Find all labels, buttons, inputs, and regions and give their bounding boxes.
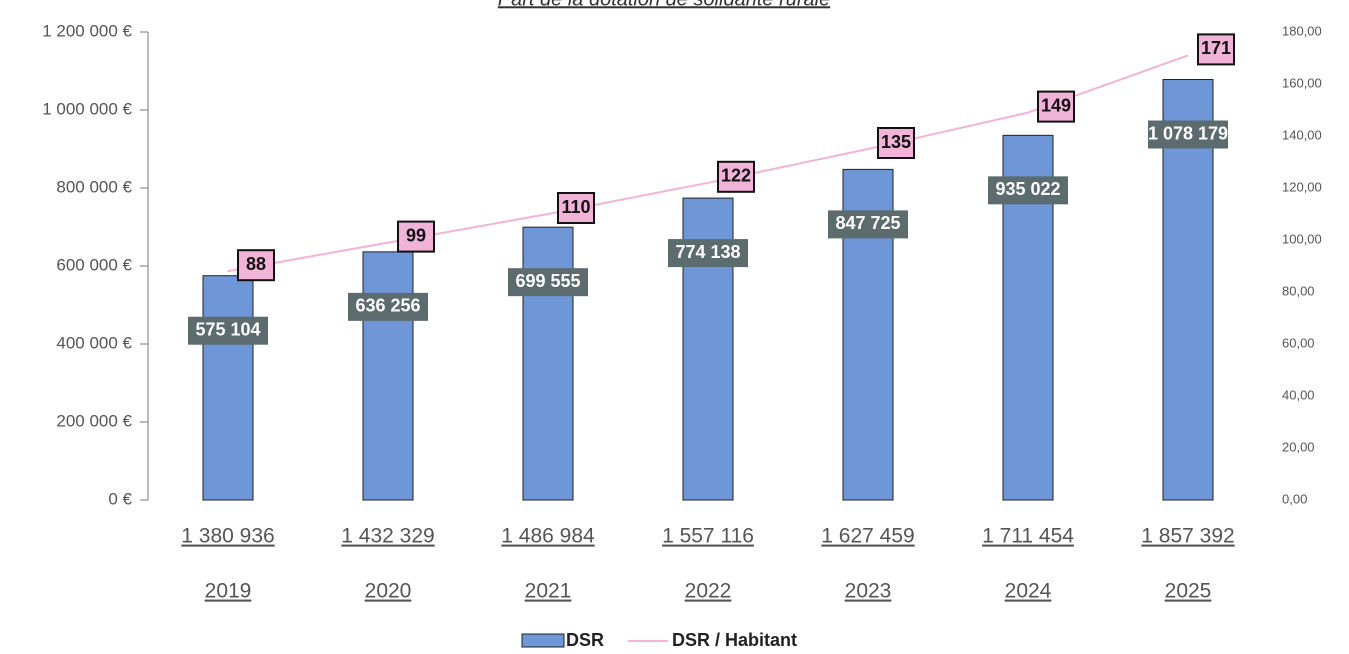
data-label: 847 725 [835,213,900,233]
y2-tick-label: 100,00 [1282,231,1322,246]
data-label: 88 [246,254,266,274]
data-label-box [188,316,268,345]
y2-tick-label: 80,00 [1282,283,1315,298]
data-label-box [717,160,755,193]
data-label: 135 [881,132,911,152]
data-label-box [1197,33,1235,66]
y-tick-label: 1 000 000 € [42,99,132,118]
data-label-box [668,239,748,268]
x-tick-label: 2024 [1005,580,1052,603]
data-label: 110 [561,197,590,217]
x-tick-label: 1 857 392 [1141,525,1234,548]
data-label: 122 [721,166,751,186]
x-tick-label: 2023 [845,580,892,603]
x-tick-label: 1 486 984 [501,525,595,548]
line [227,54,1189,273]
data-label-box [397,220,435,253]
bar [362,251,414,501]
y-tick-label: 400 000 € [56,333,132,352]
y-tick-label: 200 000 € [56,411,132,430]
legend-swatch [521,633,565,648]
y-tick-label: 0 € [108,489,132,508]
data-label-box [877,127,915,159]
data-label: 1 078 179 [1148,123,1228,143]
x-tick-label: 2022 [685,580,732,603]
x-tick-label: 1 557 116 [662,525,754,548]
data-label-box [1148,120,1228,149]
data-label: 774 138 [675,242,740,262]
x-tick-label: 1 380 936 [181,525,274,548]
x-tick-label: 2025 [1165,580,1212,603]
data-label: 636 256 [355,296,420,316]
bar [1162,79,1214,501]
y2-tick-label: 0,00 [1282,491,1307,506]
data-label: 935 022 [995,179,1060,199]
y-tick-label: 600 000 € [56,255,132,274]
chart-title: Part de la dotation de solidarité rurale [498,0,830,10]
y2-tick-label: 160,00 [1282,75,1322,90]
data-label: 699 555 [515,271,580,291]
bar [522,226,574,501]
data-label-box [348,292,428,321]
y2-tick-label: 20,00 [1282,439,1315,454]
data-label-box [828,210,908,239]
x-tick-label: 1 711 454 [982,525,1074,548]
data-label: 171 [1201,38,1231,58]
y-tick-label: 800 000 € [56,177,132,196]
x-tick-label: 2020 [365,580,412,603]
x-tick-label: 1 627 459 [821,525,914,548]
data-label-box [988,176,1068,205]
data-label-box [237,249,275,282]
y2-tick-label: 140,00 [1282,127,1322,142]
y2-tick-label: 180,00 [1282,23,1322,38]
data-label-box [557,192,595,224]
x-tick-label: 2021 [525,580,572,603]
data-label: 149 [1041,95,1071,115]
data-label-box [508,268,588,297]
bar [202,275,254,501]
data-label: 99 [406,225,426,245]
legend-label: DSR / Habitant [672,630,797,650]
y2-tick-label: 60,00 [1282,335,1315,350]
y2-tick-label: 40,00 [1282,387,1315,402]
data-label-box [1037,90,1075,123]
data-label: 575 104 [195,319,260,339]
legend-label: DSR [566,630,604,650]
x-tick-label: 2019 [205,580,252,603]
y2-tick-label: 120,00 [1282,179,1322,194]
y-tick-label: 1 200 000 € [42,21,132,40]
x-tick-label: 1 432 329 [341,525,434,548]
